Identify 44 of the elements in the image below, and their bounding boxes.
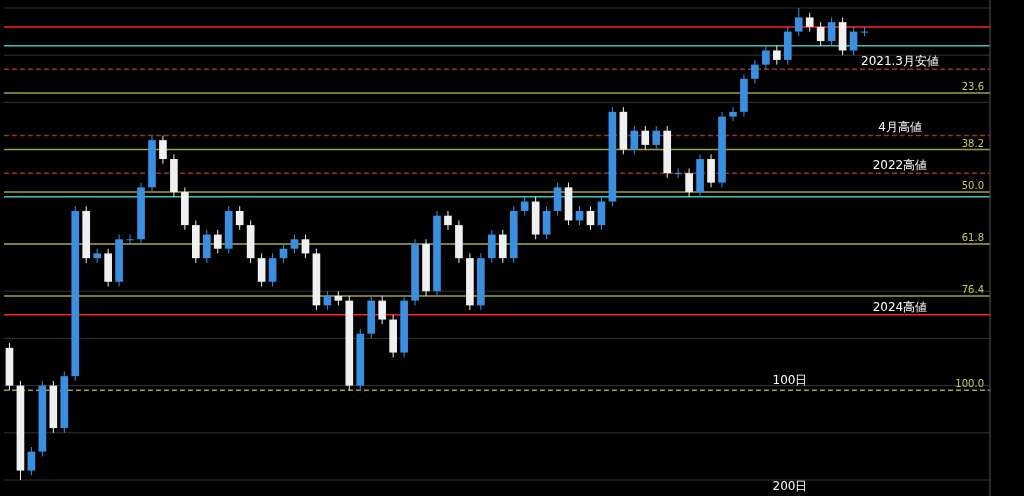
candlestick xyxy=(235,205,244,231)
candlestick xyxy=(27,446,36,476)
ref-line-label: 2021.3月安値 xyxy=(861,54,939,69)
candlestick xyxy=(641,125,650,151)
annotation: 38.2 xyxy=(961,137,984,149)
candlestick xyxy=(674,167,682,179)
ref-line-label: 4月高値 xyxy=(878,120,922,135)
candlestick xyxy=(159,134,167,165)
candlestick xyxy=(202,229,211,264)
candlestick xyxy=(772,45,781,66)
annotation: 200日 xyxy=(772,479,808,493)
candlestick xyxy=(827,16,836,47)
ref-line-label: 2024高値 xyxy=(872,299,928,314)
candlestick xyxy=(707,153,715,188)
candlestick xyxy=(751,59,759,85)
ref-line-label: 2022高値 xyxy=(872,158,928,173)
annotation: 100.0 xyxy=(955,378,984,390)
candlestick xyxy=(816,21,825,47)
candlestick xyxy=(520,196,529,217)
candlestick xyxy=(685,167,693,198)
candlestick xyxy=(498,229,507,264)
candlestick xyxy=(542,205,551,240)
annotation: 61.8 xyxy=(961,232,984,243)
annotation: 23.6 xyxy=(961,80,984,92)
candlestick xyxy=(630,125,639,155)
candlestick xyxy=(652,125,661,151)
candlestick xyxy=(257,252,266,287)
candlestick xyxy=(444,210,452,231)
candlestick xyxy=(487,229,496,264)
candlestick xyxy=(553,182,562,217)
candlestick xyxy=(126,234,134,245)
candlestick xyxy=(378,295,387,325)
candlestick xyxy=(213,229,222,254)
annotation: 50.0 xyxy=(961,180,984,192)
candlestick xyxy=(805,12,814,33)
annotation: 100日 xyxy=(772,373,808,387)
candlestick xyxy=(794,7,803,37)
candlestick xyxy=(301,234,310,259)
candlestick xyxy=(290,234,299,254)
candlestick xyxy=(268,252,277,287)
annotation: 76.4 xyxy=(961,283,984,295)
candlestick xyxy=(586,205,595,231)
candlestick xyxy=(729,106,737,122)
candlestick xyxy=(762,45,770,70)
